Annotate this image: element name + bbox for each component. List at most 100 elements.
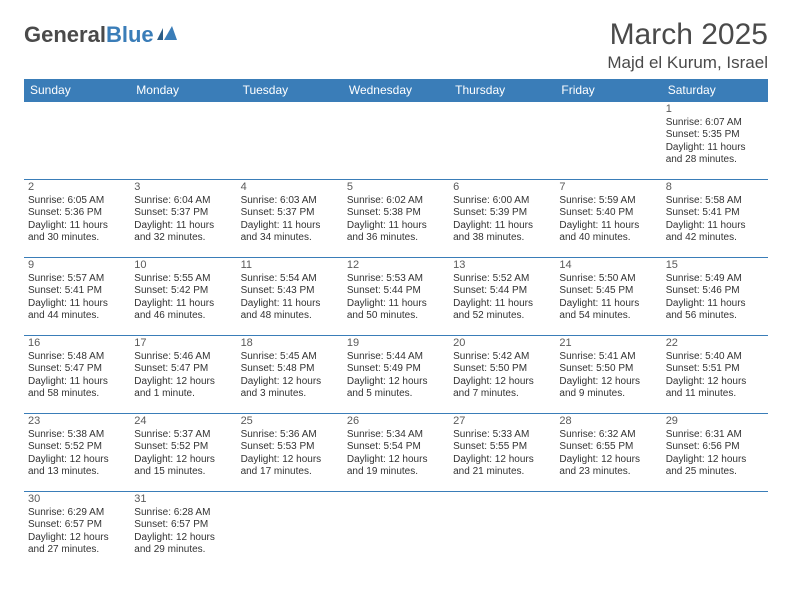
daylight-text: Daylight: 12 hours	[28, 532, 126, 545]
sunset-text: Sunset: 5:52 PM	[28, 441, 126, 454]
sunset-text: Sunset: 5:44 PM	[347, 285, 445, 298]
location: Majd el Kurum, Israel	[607, 53, 768, 73]
sunset-text: Sunset: 5:41 PM	[666, 207, 764, 220]
daylight-text: Daylight: 11 hours	[134, 220, 232, 233]
daylight-text: Daylight: 12 hours	[134, 454, 232, 467]
daylight-text: Daylight: 12 hours	[666, 376, 764, 389]
day-cell: 18Sunrise: 5:45 AMSunset: 5:48 PMDayligh…	[237, 336, 343, 414]
daylight-text: and 54 minutes.	[559, 310, 657, 323]
sunrise-text: Sunrise: 6:02 AM	[347, 195, 445, 208]
day-cell: 8Sunrise: 5:58 AMSunset: 5:41 PMDaylight…	[662, 180, 768, 258]
day-cell: 26Sunrise: 5:34 AMSunset: 5:54 PMDayligh…	[343, 414, 449, 492]
daylight-text: Daylight: 12 hours	[559, 454, 657, 467]
sunset-text: Sunset: 5:51 PM	[666, 363, 764, 376]
week-row: 9Sunrise: 5:57 AMSunset: 5:41 PMDaylight…	[24, 258, 768, 336]
weekday-header-row: Sunday Monday Tuesday Wednesday Thursday…	[24, 79, 768, 102]
day-cell: 4Sunrise: 6:03 AMSunset: 5:37 PMDaylight…	[237, 180, 343, 258]
daylight-text: and 17 minutes.	[241, 466, 339, 479]
sunrise-text: Sunrise: 5:45 AM	[241, 351, 339, 364]
day-number: 9	[28, 259, 126, 273]
daylight-text: and 5 minutes.	[347, 388, 445, 401]
day-number: 30	[28, 493, 126, 507]
day-number: 29	[666, 415, 764, 429]
daylight-text: Daylight: 11 hours	[453, 298, 551, 311]
daylight-text: Daylight: 11 hours	[666, 298, 764, 311]
sunrise-text: Sunrise: 6:32 AM	[559, 429, 657, 442]
day-number: 24	[134, 415, 232, 429]
calendar-table: Sunday Monday Tuesday Wednesday Thursday…	[24, 79, 768, 566]
sunrise-text: Sunrise: 6:00 AM	[453, 195, 551, 208]
sunset-text: Sunset: 5:39 PM	[453, 207, 551, 220]
daylight-text: Daylight: 11 hours	[559, 220, 657, 233]
sunset-text: Sunset: 5:42 PM	[134, 285, 232, 298]
daylight-text: Daylight: 11 hours	[666, 142, 764, 155]
sunrise-text: Sunrise: 6:05 AM	[28, 195, 126, 208]
day-cell: 12Sunrise: 5:53 AMSunset: 5:44 PMDayligh…	[343, 258, 449, 336]
daylight-text: and 19 minutes.	[347, 466, 445, 479]
daylight-text: Daylight: 12 hours	[453, 454, 551, 467]
daylight-text: and 28 minutes.	[666, 154, 764, 167]
sunrise-text: Sunrise: 5:59 AM	[559, 195, 657, 208]
sunrise-text: Sunrise: 5:40 AM	[666, 351, 764, 364]
day-number: 27	[453, 415, 551, 429]
sunset-text: Sunset: 5:43 PM	[241, 285, 339, 298]
sunset-text: Sunset: 6:56 PM	[666, 441, 764, 454]
sunset-text: Sunset: 5:55 PM	[453, 441, 551, 454]
week-row: 2Sunrise: 6:05 AMSunset: 5:36 PMDaylight…	[24, 180, 768, 258]
day-cell: 7Sunrise: 5:59 AMSunset: 5:40 PMDaylight…	[555, 180, 661, 258]
sunset-text: Sunset: 5:37 PM	[134, 207, 232, 220]
day-number: 14	[559, 259, 657, 273]
sunrise-text: Sunrise: 5:41 AM	[559, 351, 657, 364]
daylight-text: and 44 minutes.	[28, 310, 126, 323]
daylight-text: Daylight: 11 hours	[453, 220, 551, 233]
daylight-text: Daylight: 11 hours	[134, 298, 232, 311]
day-cell: 9Sunrise: 5:57 AMSunset: 5:41 PMDaylight…	[24, 258, 130, 336]
daylight-text: and 38 minutes.	[453, 232, 551, 245]
daylight-text: Daylight: 12 hours	[28, 454, 126, 467]
day-number: 6	[453, 181, 551, 195]
day-cell: 11Sunrise: 5:54 AMSunset: 5:43 PMDayligh…	[237, 258, 343, 336]
daylight-text: and 46 minutes.	[134, 310, 232, 323]
day-number: 2	[28, 181, 126, 195]
sunset-text: Sunset: 5:45 PM	[559, 285, 657, 298]
daylight-text: and 52 minutes.	[453, 310, 551, 323]
col-mon: Monday	[130, 79, 236, 102]
sunset-text: Sunset: 6:55 PM	[559, 441, 657, 454]
sunset-text: Sunset: 6:57 PM	[28, 519, 126, 532]
header: GeneralBlue March 2025 Majd el Kurum, Is…	[24, 18, 768, 73]
daylight-text: Daylight: 11 hours	[559, 298, 657, 311]
sunrise-text: Sunrise: 6:28 AM	[134, 507, 232, 520]
col-thu: Thursday	[449, 79, 555, 102]
day-cell: 17Sunrise: 5:46 AMSunset: 5:47 PMDayligh…	[130, 336, 236, 414]
daylight-text: Daylight: 11 hours	[28, 220, 126, 233]
sunset-text: Sunset: 5:49 PM	[347, 363, 445, 376]
day-cell: 19Sunrise: 5:44 AMSunset: 5:49 PMDayligh…	[343, 336, 449, 414]
daylight-text: Daylight: 12 hours	[453, 376, 551, 389]
day-cell: 28Sunrise: 6:32 AMSunset: 6:55 PMDayligh…	[555, 414, 661, 492]
day-cell: 5Sunrise: 6:02 AMSunset: 5:38 PMDaylight…	[343, 180, 449, 258]
sunset-text: Sunset: 5:54 PM	[347, 441, 445, 454]
day-cell: 21Sunrise: 5:41 AMSunset: 5:50 PMDayligh…	[555, 336, 661, 414]
week-row: 30Sunrise: 6:29 AMSunset: 6:57 PMDayligh…	[24, 492, 768, 566]
calendar-body: 1Sunrise: 6:07 AMSunset: 5:35 PMDaylight…	[24, 102, 768, 566]
sunset-text: Sunset: 5:38 PM	[347, 207, 445, 220]
daylight-text: Daylight: 12 hours	[347, 376, 445, 389]
daylight-text: Daylight: 12 hours	[347, 454, 445, 467]
sunrise-text: Sunrise: 5:55 AM	[134, 273, 232, 286]
col-fri: Friday	[555, 79, 661, 102]
daylight-text: and 34 minutes.	[241, 232, 339, 245]
sunrise-text: Sunrise: 5:34 AM	[347, 429, 445, 442]
daylight-text: and 58 minutes.	[28, 388, 126, 401]
day-number: 10	[134, 259, 232, 273]
flag-icon	[157, 22, 179, 48]
day-cell: 15Sunrise: 5:49 AMSunset: 5:46 PMDayligh…	[662, 258, 768, 336]
sunrise-text: Sunrise: 5:57 AM	[28, 273, 126, 286]
day-cell: 25Sunrise: 5:36 AMSunset: 5:53 PMDayligh…	[237, 414, 343, 492]
week-row: 1Sunrise: 6:07 AMSunset: 5:35 PMDaylight…	[24, 102, 768, 180]
daylight-text: Daylight: 11 hours	[28, 376, 126, 389]
daylight-text: and 56 minutes.	[666, 310, 764, 323]
day-cell: 23Sunrise: 5:38 AMSunset: 5:52 PMDayligh…	[24, 414, 130, 492]
day-cell	[555, 102, 661, 180]
sunset-text: Sunset: 5:50 PM	[453, 363, 551, 376]
sunset-text: Sunset: 5:48 PM	[241, 363, 339, 376]
